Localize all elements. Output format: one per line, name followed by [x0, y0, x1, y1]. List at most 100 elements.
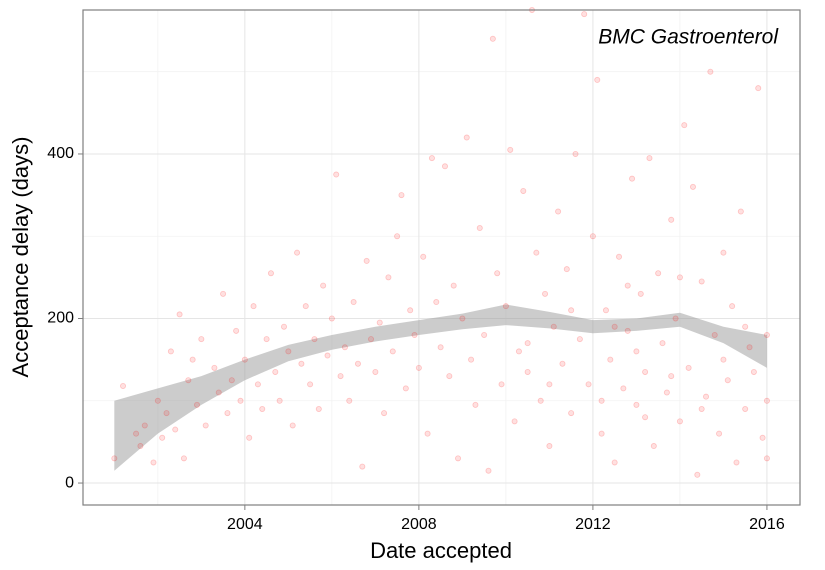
point — [433, 299, 440, 306]
point — [398, 192, 405, 199]
point — [524, 340, 531, 347]
point — [120, 382, 127, 389]
point — [185, 377, 192, 384]
point — [494, 270, 501, 277]
point — [350, 299, 357, 306]
point — [154, 397, 161, 404]
point — [376, 319, 383, 326]
point — [455, 455, 462, 462]
point — [237, 397, 244, 404]
point — [428, 155, 435, 162]
point — [389, 348, 396, 355]
point — [655, 270, 662, 277]
point — [642, 414, 649, 421]
point — [585, 381, 592, 388]
point — [276, 397, 283, 404]
point — [763, 455, 770, 462]
point — [711, 331, 718, 338]
point — [598, 430, 605, 437]
point — [720, 356, 727, 363]
point — [311, 336, 318, 343]
point — [415, 364, 422, 371]
point — [267, 270, 274, 277]
point — [637, 290, 644, 297]
point — [598, 397, 605, 404]
point — [472, 401, 479, 408]
point — [368, 336, 375, 343]
point — [676, 274, 683, 281]
point — [298, 360, 305, 367]
panel-border — [82, 9, 801, 506]
point — [537, 397, 544, 404]
point — [698, 405, 705, 412]
point — [272, 368, 279, 375]
point — [755, 85, 762, 92]
point — [681, 122, 688, 129]
point — [241, 356, 248, 363]
point — [354, 360, 361, 367]
point — [694, 471, 701, 478]
point — [150, 459, 157, 466]
point — [668, 216, 675, 223]
point — [633, 401, 640, 408]
point — [228, 377, 235, 384]
point — [542, 290, 549, 297]
point — [733, 459, 740, 466]
point — [624, 327, 631, 334]
point — [220, 290, 227, 297]
point — [333, 171, 340, 178]
point — [424, 430, 431, 437]
point — [642, 368, 649, 375]
point — [481, 331, 488, 338]
point — [446, 373, 453, 380]
point — [616, 253, 623, 260]
point — [202, 422, 209, 429]
point — [724, 377, 731, 384]
point — [707, 68, 714, 75]
point — [759, 434, 766, 441]
point — [359, 463, 366, 470]
point — [607, 356, 614, 363]
point — [568, 307, 575, 314]
point — [328, 315, 335, 322]
point — [159, 434, 166, 441]
point — [289, 422, 296, 429]
point — [246, 434, 253, 441]
point — [263, 336, 270, 343]
point — [363, 257, 370, 264]
point — [176, 311, 183, 318]
point — [659, 340, 666, 347]
point — [563, 266, 570, 273]
point — [533, 249, 540, 256]
point — [703, 393, 710, 400]
point — [302, 303, 309, 310]
point — [716, 430, 723, 437]
point — [698, 278, 705, 285]
point — [133, 430, 140, 437]
point — [498, 381, 505, 388]
point — [172, 426, 179, 433]
point — [520, 187, 527, 194]
point — [381, 410, 388, 417]
point — [546, 443, 553, 450]
point — [180, 455, 187, 462]
point — [633, 348, 640, 355]
annotation: BMC Gastroenterol — [598, 26, 779, 49]
point — [524, 368, 531, 375]
point — [294, 249, 301, 256]
point — [650, 443, 657, 450]
point — [224, 410, 231, 417]
point — [111, 455, 118, 462]
x-tick-label: 2016 — [749, 516, 785, 533]
point — [550, 323, 557, 330]
point — [763, 397, 770, 404]
point — [737, 208, 744, 215]
point — [385, 274, 392, 281]
point — [394, 233, 401, 240]
point — [250, 303, 257, 310]
point — [689, 183, 696, 190]
point — [668, 373, 675, 380]
point — [137, 443, 144, 450]
confidence-band — [114, 304, 767, 471]
